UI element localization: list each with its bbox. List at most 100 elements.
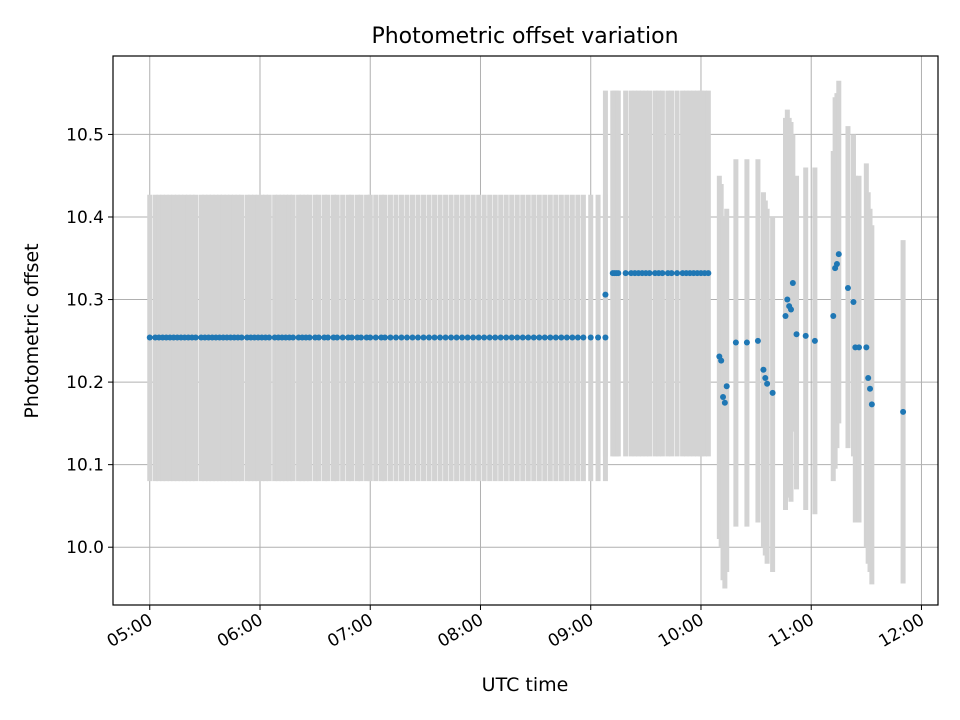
data-points: [146, 251, 907, 415]
y-tick-label: 10.2: [66, 373, 104, 393]
data-point: [464, 334, 471, 341]
data-point: [868, 401, 875, 408]
data-point: [453, 334, 460, 341]
data-point: [392, 334, 399, 341]
data-point: [448, 334, 455, 341]
y-axis-ticks: 10.0 10.1 10.2 10.3 10.4 10.5: [66, 125, 113, 558]
data-point: [762, 374, 769, 381]
data-point: [754, 337, 761, 344]
data-point: [403, 334, 410, 341]
data-point: [420, 334, 427, 341]
data-point: [348, 334, 355, 341]
data-point: [788, 306, 795, 313]
data-point: [835, 251, 842, 258]
data-point: [475, 334, 482, 341]
data-point: [811, 337, 818, 344]
data-point: [367, 334, 374, 341]
data-point: [844, 284, 851, 291]
data-point: [674, 270, 681, 277]
data-point: [622, 270, 629, 277]
data-point: [514, 334, 521, 341]
data-point: [833, 261, 840, 268]
data-point: [426, 334, 433, 341]
data-point: [760, 366, 767, 373]
y-axis-label: Photometric offset: [21, 243, 43, 418]
data-point: [793, 331, 800, 338]
data-point: [587, 334, 594, 341]
data-point: [431, 334, 438, 341]
data-point: [519, 334, 526, 341]
data-point: [290, 334, 297, 341]
data-point: [315, 334, 322, 341]
data-point: [409, 334, 416, 341]
data-point: [569, 334, 576, 341]
data-point: [615, 270, 622, 277]
data-point: [863, 344, 870, 351]
data-point: [646, 270, 653, 277]
data-point: [497, 334, 504, 341]
data-point: [398, 334, 405, 341]
data-point: [602, 334, 609, 341]
data-point: [720, 393, 727, 400]
data-point: [306, 334, 313, 341]
data-point: [769, 389, 776, 396]
data-point: [865, 374, 872, 381]
data-point: [486, 334, 493, 341]
data-point: [541, 334, 548, 341]
data-point: [481, 334, 488, 341]
data-point: [503, 334, 510, 341]
data-point: [900, 408, 907, 415]
data-point: [192, 334, 199, 341]
data-point: [558, 334, 565, 341]
data-point: [530, 334, 537, 341]
data-point: [415, 334, 422, 341]
data-point: [459, 334, 466, 341]
y-tick-label: 10.1: [66, 456, 104, 476]
data-point: [381, 334, 388, 341]
data-point: [552, 334, 559, 341]
data-point: [602, 291, 609, 298]
y-tick-label: 10.5: [66, 125, 104, 145]
data-point: [743, 339, 750, 346]
data-point: [718, 357, 725, 364]
data-point: [266, 334, 273, 341]
data-point: [508, 334, 515, 341]
data-point: [764, 380, 771, 387]
data-point: [659, 270, 666, 277]
data-point: [850, 299, 857, 306]
data-point: [732, 339, 739, 346]
data-point: [782, 313, 789, 320]
y-tick-label: 10.3: [66, 291, 104, 311]
data-point: [830, 313, 837, 320]
data-point: [536, 334, 543, 341]
data-point: [437, 334, 444, 341]
data-point: [867, 385, 874, 392]
data-point: [525, 334, 532, 341]
data-point: [146, 334, 153, 341]
data-point: [442, 334, 449, 341]
data-point: [721, 399, 728, 406]
data-point: [334, 334, 341, 341]
x-axis-label: UTC time: [482, 674, 569, 696]
data-point: [492, 334, 499, 341]
data-point: [574, 334, 581, 341]
plot-frame: [112, 55, 939, 606]
data-point: [358, 334, 365, 341]
data-point: [387, 334, 394, 341]
data-point: [372, 334, 379, 341]
data-point: [855, 344, 862, 351]
data-point: [547, 334, 554, 341]
data-point: [668, 270, 675, 277]
data-point: [789, 280, 796, 287]
data-point: [723, 383, 730, 390]
data-point: [705, 270, 712, 277]
data-point: [324, 334, 331, 341]
data-point: [595, 334, 602, 341]
data-point: [563, 334, 570, 341]
y-tick-label: 10.0: [66, 538, 104, 558]
y-tick-label: 10.4: [66, 208, 104, 228]
data-point: [339, 334, 346, 341]
data-point: [802, 332, 809, 339]
data-point: [238, 334, 245, 341]
